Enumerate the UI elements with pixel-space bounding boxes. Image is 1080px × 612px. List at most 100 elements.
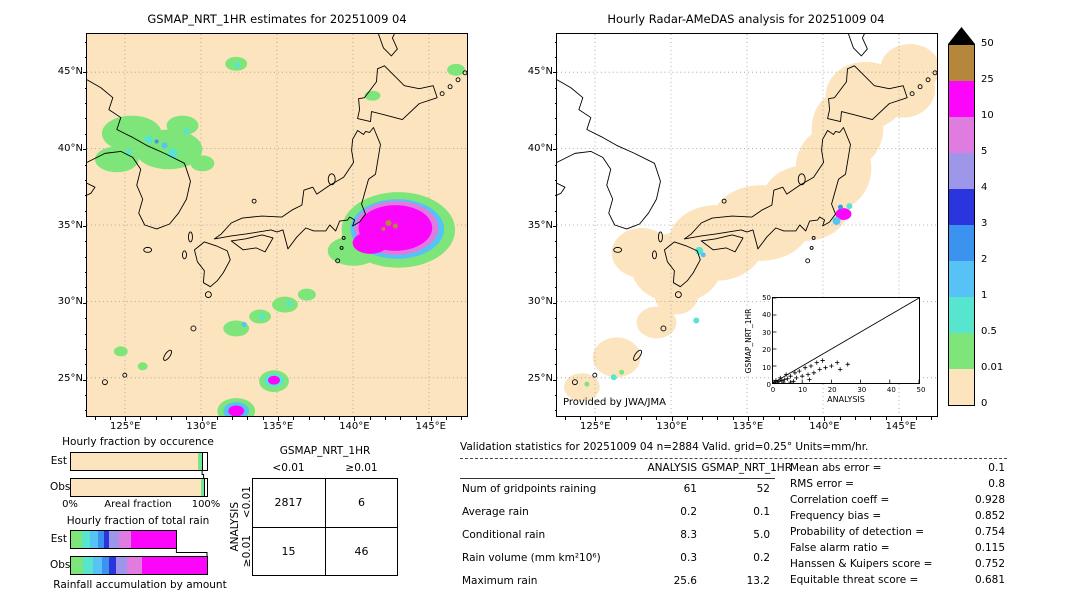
inset-y-tick-label: 40 — [762, 311, 771, 320]
fraction-bar — [70, 452, 208, 471]
colorbar-overflow-triangle — [948, 27, 975, 44]
lon-tick — [369, 417, 371, 420]
lon-tick — [854, 417, 856, 420]
left-map-title: GSMAP_NRT_1HR estimates for 20251009 04 — [147, 12, 407, 26]
score-value: 0.681 — [974, 574, 1005, 586]
lon-tick — [293, 417, 295, 420]
lon-tick — [595, 417, 597, 421]
stat-row-label: Rain volume (mm km²10⁶) — [462, 552, 601, 564]
stat-analysis-value: 8.3 — [680, 529, 697, 541]
lat-tick — [84, 241, 87, 243]
bar-segment — [90, 531, 99, 548]
lat-tick — [83, 379, 87, 381]
lon-tick — [94, 417, 96, 420]
lon-tick — [278, 417, 279, 421]
colorbar-tick-label: 0 — [981, 398, 988, 409]
scatter-point — [778, 375, 783, 381]
gsmap-estimate-map: 125°E 45°N 130°E 40°N 135°E 35°N 140°E 30°N 145°… — [58, 33, 468, 432]
bar-segment — [141, 557, 207, 574]
stat-row-label: Num of gridpoints raining — [462, 483, 597, 495]
inset-x-axis-label: ANALYSIS — [827, 395, 865, 404]
lat-tick — [84, 210, 87, 212]
bar-segment — [83, 557, 93, 574]
lon-tick — [384, 417, 386, 420]
lat-tick-label: 30°N — [527, 296, 553, 308]
inset-y-axis-label: GSMAP_NRT_1HR — [744, 308, 753, 373]
lat-tick — [83, 149, 87, 151]
colorbar-segment — [949, 117, 974, 153]
inset-y-tick-label: 0 — [766, 381, 771, 389]
bar-fill-end-line — [202, 453, 204, 470]
lon-tick — [931, 417, 933, 420]
lat-tick — [554, 287, 557, 289]
fraction-bar — [70, 478, 208, 497]
lon-tick — [247, 417, 249, 420]
lon-tick — [155, 417, 157, 420]
bar-segment — [200, 479, 203, 496]
bar-segment — [71, 557, 84, 574]
lon-tick — [201, 417, 203, 421]
inset-x-tick-label: 50 — [916, 386, 926, 394]
stat-row-label: Maximum rain — [462, 575, 538, 587]
lon-tick — [732, 417, 734, 420]
inset-y-tick-label: 10 — [762, 363, 771, 372]
contingency-row-axis: ANALYSIS — [229, 478, 241, 576]
analysis-axis-label: ANALYSIS — [229, 502, 241, 552]
scatter-canvas — [773, 298, 919, 383]
scatter-point — [811, 370, 817, 375]
colorbar-segment — [949, 297, 974, 333]
lat-tick — [84, 348, 87, 350]
scatter-point — [797, 368, 802, 374]
lat-tick — [554, 41, 557, 43]
colorbar-segment — [949, 333, 974, 369]
bar-segment — [98, 531, 104, 548]
lat-tick-label: 40°N — [57, 142, 83, 154]
stat-analysis-value: 25.6 — [673, 575, 697, 587]
lat-tick — [84, 195, 87, 197]
lon-tick — [870, 417, 872, 420]
lon-tick — [308, 417, 310, 420]
total-rain-chart-caption: Rainfall accumulation by amount — [53, 579, 227, 591]
lon-tick — [186, 417, 188, 420]
bar-segment — [200, 453, 203, 470]
lat-tick — [554, 318, 557, 320]
stat-gsmap-value: 0.1 — [753, 506, 770, 518]
colorbar-tick-label: 2 — [981, 254, 988, 265]
lat-tick — [84, 164, 87, 166]
colorbar-segment — [949, 261, 974, 297]
right-map-title: Hourly Radar-AMeDAS analysis for 2025100… — [607, 12, 885, 26]
score-label: Equitable threat score = — [790, 574, 919, 586]
score-label: Hanssen & Kuipers score = — [790, 558, 933, 570]
precip-layer — [584, 203, 853, 387]
lat-tick — [84, 41, 87, 43]
scatter-point — [820, 358, 825, 363]
lat-tick — [554, 348, 557, 350]
lat-tick — [554, 394, 557, 396]
stats-col-gsmap: GSMAP_NRT_1HR — [701, 462, 792, 474]
lat-tick-label: 35°N — [57, 219, 83, 231]
stat-gsmap-value: 5.0 — [753, 529, 770, 541]
lon-tick — [625, 417, 627, 420]
colorbar-tick-label: 10 — [981, 110, 994, 121]
scatter-point — [823, 365, 828, 370]
lon-tick — [109, 417, 111, 420]
lat-tick — [84, 118, 87, 120]
x-axis-0-label: 0% — [62, 499, 78, 510]
bar-segment — [71, 531, 82, 548]
x-axis-label: Areal fraction — [104, 499, 172, 510]
lon-tick — [415, 417, 417, 420]
lon-tick-label: 140°E — [809, 421, 840, 432]
bar-segment — [115, 557, 127, 574]
score-value: 0.754 — [974, 526, 1005, 538]
scatter-point — [829, 363, 834, 369]
score-label: Frequency bias = — [790, 510, 882, 522]
lon-tick-label: 135°E — [262, 421, 294, 432]
inset-y-tick-label: 30 — [762, 328, 771, 337]
colorbar-segment — [949, 189, 974, 225]
bar-segment — [109, 557, 116, 574]
lat-tick — [553, 72, 557, 74]
lat-tick — [554, 118, 557, 120]
score-value: 0.8 — [988, 478, 1005, 490]
score-label: Mean abs error = — [790, 462, 882, 474]
